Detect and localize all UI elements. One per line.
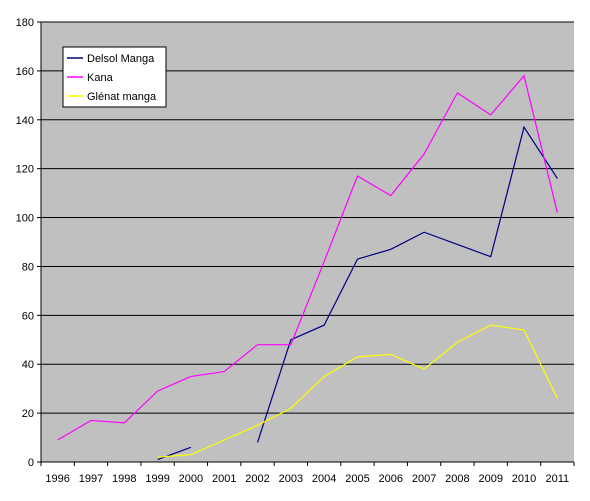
- x-tick-label: 1999: [145, 473, 169, 485]
- y-tick-label: 120: [16, 164, 34, 176]
- x-tick-label: 1997: [79, 473, 103, 485]
- x-tick-label: 2004: [312, 473, 336, 485]
- x-tick-label: 2009: [478, 473, 502, 485]
- x-tick-label: 1996: [45, 473, 69, 485]
- legend: Delsol Manga Kana Glénat manga: [62, 46, 167, 108]
- legend-label: Kana: [87, 72, 114, 84]
- x-tick-label: 2007: [412, 473, 436, 485]
- x-axis-ticks: 1996 1997 1998 1999 2000 2001 2002 2003 2004 2005…: [40, 462, 575, 485]
- series-1: [57, 74, 558, 441]
- series-layer: [57, 74, 558, 461]
- x-tick-label: 2001: [212, 473, 236, 485]
- series-line: [157, 446, 192, 461]
- x-tick-label: 1998: [112, 473, 136, 485]
- y-tick-label: 160: [16, 66, 34, 78]
- y-tick-label: 60: [22, 310, 34, 322]
- series-0: [157, 125, 558, 461]
- x-tick-label: 2003: [279, 473, 303, 485]
- y-tick-label: 80: [22, 261, 34, 273]
- legend-label: Glénat manga: [87, 91, 157, 103]
- x-tick-label: 2002: [245, 473, 269, 485]
- x-tick-label: 2000: [179, 473, 203, 485]
- legend-label: Delsol Manga: [87, 53, 155, 65]
- x-tick-label: 2011: [546, 473, 570, 485]
- x-tick-label: 2006: [379, 473, 403, 485]
- y-tick-label: 0: [28, 457, 34, 469]
- y-tick-label: 140: [16, 115, 34, 127]
- y-tick-label: 100: [16, 213, 34, 225]
- series-line: [57, 74, 558, 441]
- y-tick-label: 40: [22, 359, 34, 371]
- y-axis-ticks: 0 20 40 60 80 100 120 140 160 180: [16, 17, 41, 469]
- x-tick-label: 2005: [345, 473, 369, 485]
- x-tick-label: 2008: [445, 473, 469, 485]
- y-tick-label: 20: [22, 408, 34, 420]
- series-line: [256, 125, 558, 443]
- series-2: [157, 324, 558, 458]
- x-tick-label: 2010: [512, 473, 536, 485]
- y-tick-label: 180: [16, 17, 34, 29]
